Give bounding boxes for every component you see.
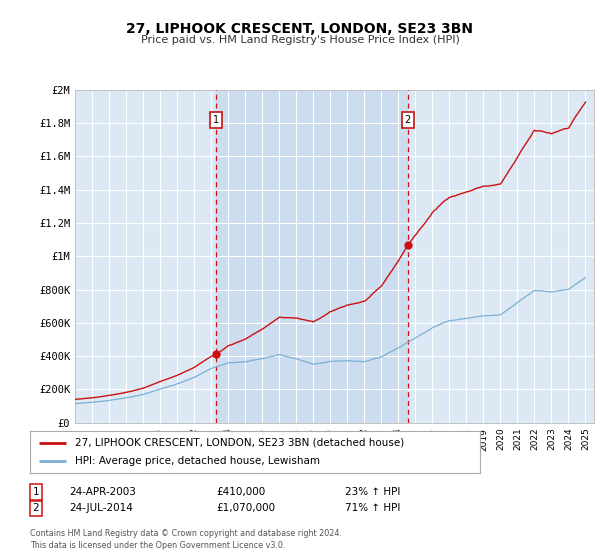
Text: 2: 2 — [32, 503, 40, 514]
Text: 71% ↑ HPI: 71% ↑ HPI — [345, 503, 400, 514]
Text: £1,070,000: £1,070,000 — [216, 503, 275, 514]
Bar — [216, 90, 408, 423]
Text: Price paid vs. HM Land Registry's House Price Index (HPI): Price paid vs. HM Land Registry's House … — [140, 35, 460, 45]
Text: 23% ↑ HPI: 23% ↑ HPI — [345, 487, 400, 497]
Text: 24-JUL-2014: 24-JUL-2014 — [69, 503, 133, 514]
Text: £410,000: £410,000 — [216, 487, 265, 497]
Text: Contains HM Land Registry data © Crown copyright and database right 2024.
This d: Contains HM Land Registry data © Crown c… — [30, 529, 342, 550]
Text: 1: 1 — [213, 115, 219, 124]
Text: 24-APR-2003: 24-APR-2003 — [69, 487, 136, 497]
Text: 27, LIPHOOK CRESCENT, LONDON, SE23 3BN: 27, LIPHOOK CRESCENT, LONDON, SE23 3BN — [127, 22, 473, 36]
Text: 1: 1 — [32, 487, 40, 497]
Text: HPI: Average price, detached house, Lewisham: HPI: Average price, detached house, Lewi… — [75, 456, 320, 466]
Text: 2: 2 — [405, 115, 411, 124]
Text: 27, LIPHOOK CRESCENT, LONDON, SE23 3BN (detached house): 27, LIPHOOK CRESCENT, LONDON, SE23 3BN (… — [75, 438, 404, 448]
